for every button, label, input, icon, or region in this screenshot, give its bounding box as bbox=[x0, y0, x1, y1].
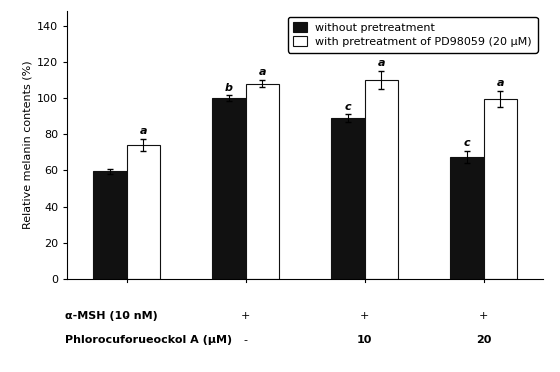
Text: a: a bbox=[497, 78, 504, 88]
Text: c: c bbox=[464, 138, 470, 148]
Text: 10: 10 bbox=[357, 335, 372, 345]
Legend: without pretreatment, with pretreatment of PD98059 (20 μM): without pretreatment, with pretreatment … bbox=[288, 17, 538, 53]
Text: a: a bbox=[259, 67, 266, 77]
Text: α-MSH (10 nM): α-MSH (10 nM) bbox=[65, 311, 157, 321]
Bar bbox=[127, 145, 160, 279]
Text: c: c bbox=[345, 102, 351, 112]
Text: 20: 20 bbox=[476, 335, 491, 345]
Text: -: - bbox=[125, 335, 129, 345]
Bar bbox=[212, 98, 246, 279]
Text: a: a bbox=[139, 126, 147, 136]
Text: -: - bbox=[125, 311, 129, 321]
Text: a: a bbox=[377, 58, 385, 68]
Bar bbox=[332, 118, 365, 279]
Text: +: + bbox=[360, 311, 370, 321]
Bar bbox=[94, 171, 127, 279]
Text: +: + bbox=[479, 311, 488, 321]
Text: -: - bbox=[244, 335, 248, 345]
Text: +: + bbox=[241, 311, 250, 321]
Bar bbox=[484, 99, 517, 279]
Bar bbox=[365, 80, 398, 279]
Bar bbox=[246, 84, 279, 279]
Y-axis label: Relative melanin contents (%): Relative melanin contents (%) bbox=[23, 61, 33, 230]
Text: Phlorocuforueockol A (μM): Phlorocuforueockol A (μM) bbox=[65, 335, 232, 345]
Bar bbox=[450, 157, 484, 279]
Text: b: b bbox=[225, 83, 233, 93]
